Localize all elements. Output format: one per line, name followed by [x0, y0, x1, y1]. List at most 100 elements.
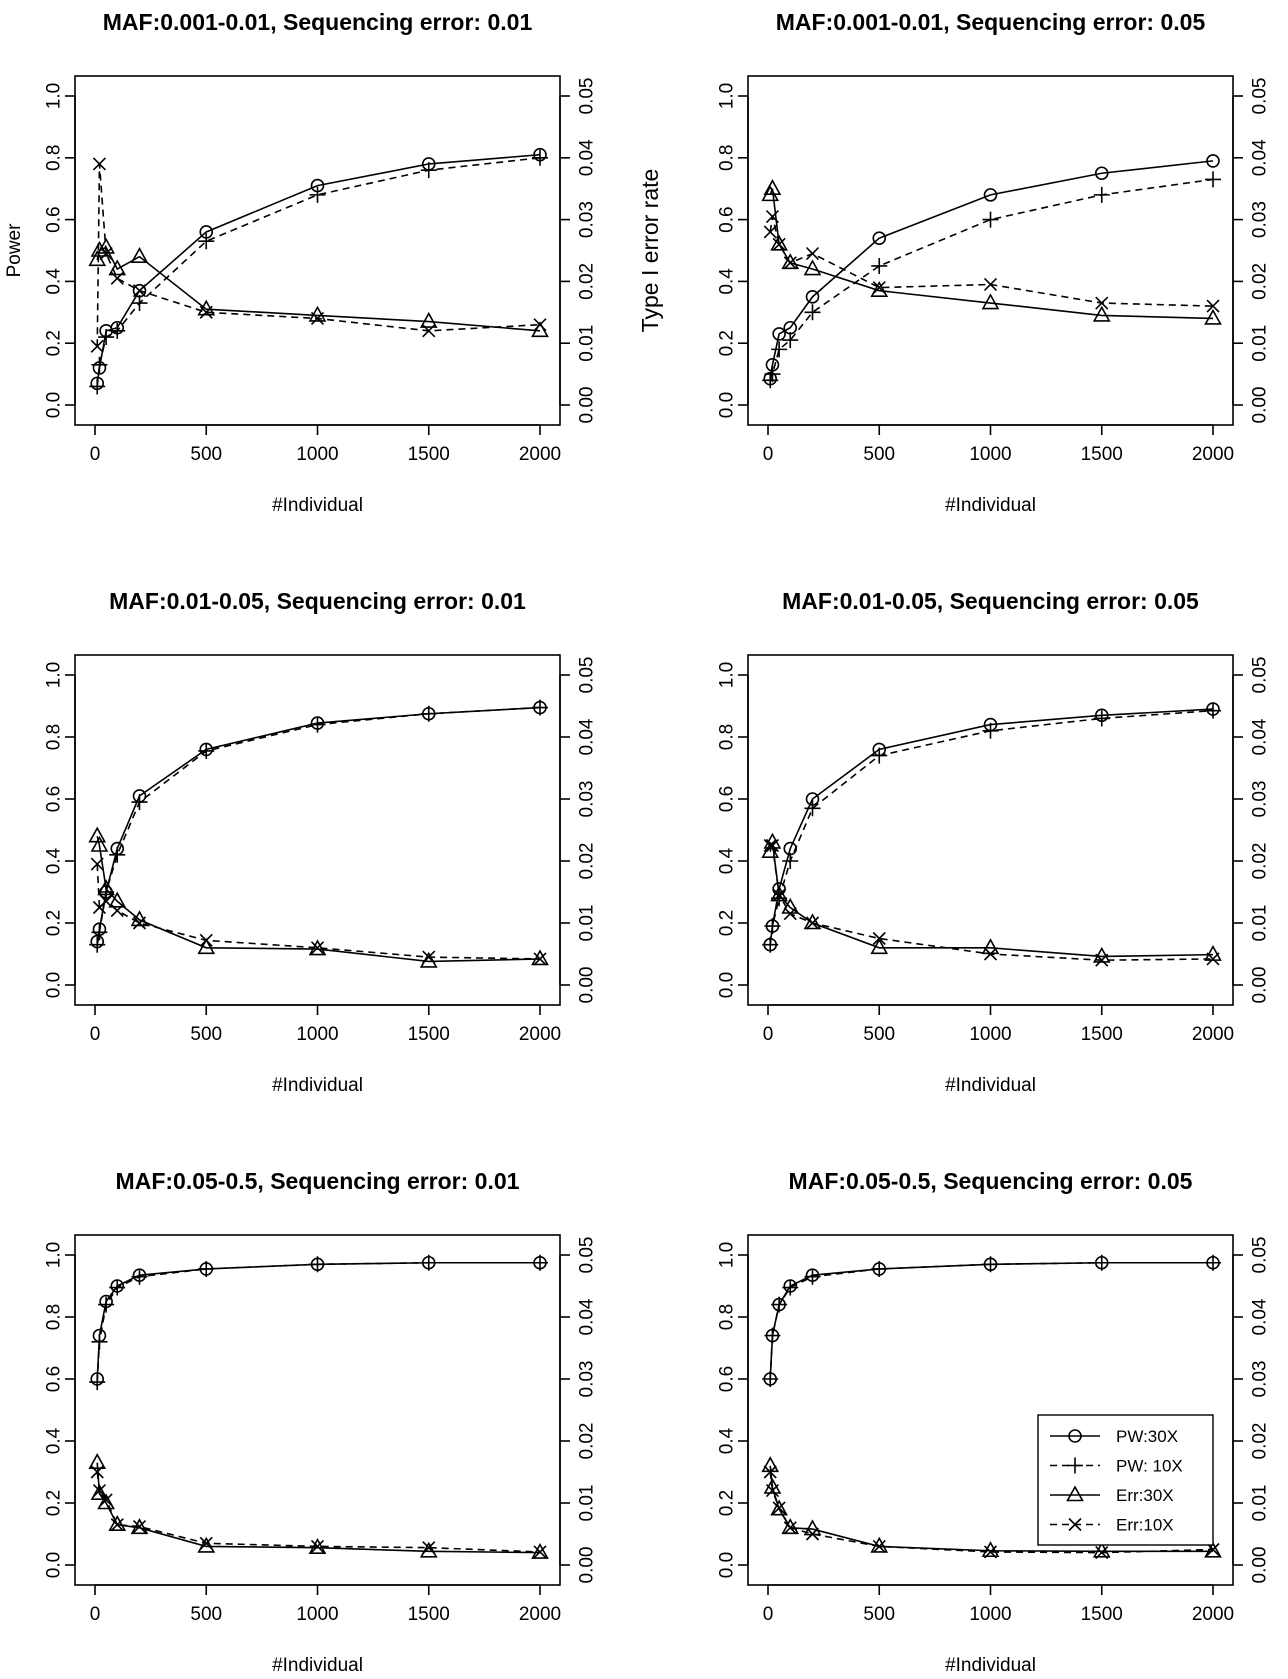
series-err-10x-point-7: [422, 324, 436, 338]
y-tick-label: 1.0: [717, 662, 738, 688]
chart-title: MAF:0.01-0.05, Sequencing error: 0.01: [109, 588, 526, 614]
x-axis: 0 500 1000 1500 2000: [90, 424, 561, 465]
series-err-10x-point-3: [783, 907, 797, 921]
series-line-pw-10x: [769, 178, 1214, 381]
plot-frame: [747, 75, 1234, 426]
y-axis-right: 0.00 0.01 0.02 0.03 0.04 0.05: [1232, 657, 1271, 1003]
series-err-30x-point-7: [1092, 946, 1111, 963]
x-tick-label: 500: [190, 1604, 222, 1625]
series-err-10x-point-3: [110, 904, 124, 918]
series-err-10x: [90, 157, 547, 353]
y-axis-right: 0.00 0.01 0.02 0.03 0.04 0.05: [559, 657, 598, 1003]
series-pw-10x-point-8: [532, 699, 548, 716]
series-pw-10x-point-3: [109, 846, 126, 863]
series-pw-30x: [763, 154, 1220, 386]
series-err-10x: [763, 838, 1220, 967]
series-pw-10x-point-5: [198, 742, 215, 759]
series-line-err-30x: [769, 188, 1214, 320]
series-pw-10x: [89, 699, 548, 953]
series-pw-10x-point-7: [420, 705, 437, 722]
series-err-10x-point-6: [310, 311, 325, 326]
y2-tick-label: 0.03: [1250, 781, 1271, 818]
y-axis-label: Power: [4, 223, 25, 278]
y-tick-label: 0.8: [44, 145, 65, 171]
series-err-10x-point-2: [772, 237, 786, 251]
series-pw-10x: [89, 1254, 548, 1391]
y-tick-label: 0.4: [44, 1427, 65, 1454]
x-axis: 0 500 1000 1500 2000: [90, 1584, 561, 1625]
y-axis-left: 0.0 0.2 0.4 0.6 0.8 1.0: [717, 662, 749, 998]
y-axis-left: 0.0 0.2 0.4 0.6 0.8 1.0: [717, 83, 749, 418]
series-line-pw-30x: [769, 1261, 1213, 1380]
y-tick-label: 0.6: [717, 1366, 738, 1392]
series-err-10x-point-2: [99, 894, 113, 908]
series-err-10x-point-1: [765, 838, 780, 853]
x-tick-label: 0: [763, 444, 774, 465]
series-pw-10x-point-5: [871, 1260, 888, 1277]
series-err-30x: [761, 1456, 1222, 1558]
series-pw-10x-point-0: [762, 936, 779, 953]
y2-tick-label: 0.04: [577, 718, 598, 755]
x-axis: 0 500 1000 1500 2000: [763, 424, 1234, 465]
series-err-30x-point-1: [90, 835, 109, 852]
series-err-30x-point-2: [770, 1499, 788, 1516]
series-err-10x-point-5: [872, 931, 886, 946]
series-pw-10x-point-2: [98, 1296, 115, 1313]
series-err-30x-point-8: [1204, 308, 1222, 325]
x-axis-label: #Individual: [272, 1655, 363, 1676]
series-pw-10x-point-0: [762, 1371, 779, 1387]
chart-panel-2: MAF:0.001-0.01, Sequencing error: 0.05 0 5…: [717, 9, 1271, 516]
series-err-10x-point-7: [422, 950, 436, 964]
series-pw-10x-point-5: [871, 747, 888, 764]
y-tick-label: 0.8: [44, 1304, 65, 1330]
series-pw-10x-point-1: [91, 924, 108, 941]
plot-frame: [74, 654, 561, 1006]
series-err-30x-point-2: [97, 1493, 115, 1510]
series-line-pw-30x: [96, 706, 541, 942]
y2-tick-label: 0.00: [1250, 1547, 1271, 1584]
chart-panel-4: MAF:0.01-0.05, Sequencing error: 0.05 0 50…: [717, 588, 1271, 1096]
x-tick-label: 1500: [1081, 1604, 1123, 1625]
y2-tick-label: 0.01: [1250, 905, 1271, 942]
series-pw-30x-point-8: [1206, 154, 1220, 168]
series-pw-10x-point-7: [420, 1254, 437, 1271]
chart-panel-6: MAF:0.05-0.5, Sequencing error: 0.05 0 500…: [717, 1168, 1271, 1676]
series-pw-10x-point-8: [532, 1254, 548, 1271]
x-axis-label: #Individual: [272, 495, 363, 516]
series-pw-10x-point-8: [1205, 1254, 1221, 1271]
series-err-10x-point-8: [533, 1545, 547, 1559]
x-axis-label: #Individual: [945, 1655, 1036, 1676]
y-tick-label: 0.2: [44, 330, 65, 356]
series-err-10x-point-6: [983, 277, 998, 292]
series-err-30x-point-4: [803, 259, 822, 276]
y-tick-label: 0.2: [717, 910, 738, 936]
series-line-err-10x: [769, 1471, 1214, 1554]
series-pw-10x-point-0: [89, 1374, 106, 1391]
series-pw-10x-point-1: [764, 1327, 781, 1344]
series-pw-10x-point-4: [131, 1268, 148, 1285]
series-line-pw-10x: [96, 1261, 540, 1383]
series-err-30x-point-3: [781, 253, 800, 270]
series-pw-10x-point-1: [91, 356, 108, 373]
y2-tick-label: 0.00: [1250, 387, 1271, 424]
series-err-30x-point-2: [770, 234, 788, 251]
series-err-30x-point-6: [981, 938, 1000, 955]
series-pw-10x-point-0: [762, 372, 779, 389]
series-line-err-10x: [769, 216, 1214, 307]
y2-tick-label: 0.04: [1250, 718, 1271, 755]
series-err-10x-point-0: [90, 857, 104, 871]
series-pw-10x: [762, 171, 1221, 389]
y-tick-label: 0.4: [44, 847, 65, 874]
series-err-30x-point-8: [531, 1542, 549, 1559]
y-tick-label: 0.6: [717, 786, 738, 812]
series-pw-10x-point-3: [782, 853, 799, 869]
series-pw-10x-point-5: [198, 233, 215, 250]
series-err-30x-point-1: [90, 1484, 109, 1500]
series-err-30x-point-4: [803, 913, 822, 930]
y2-tick-label: 0.05: [1250, 657, 1271, 694]
y2-tick-label: 0.02: [1250, 843, 1271, 880]
y-tick-label: 0.4: [717, 268, 738, 295]
x-tick-label: 1000: [969, 1604, 1011, 1625]
x-tick-label: 1000: [969, 1024, 1011, 1045]
series-pw-10x-point-8: [1205, 171, 1221, 188]
